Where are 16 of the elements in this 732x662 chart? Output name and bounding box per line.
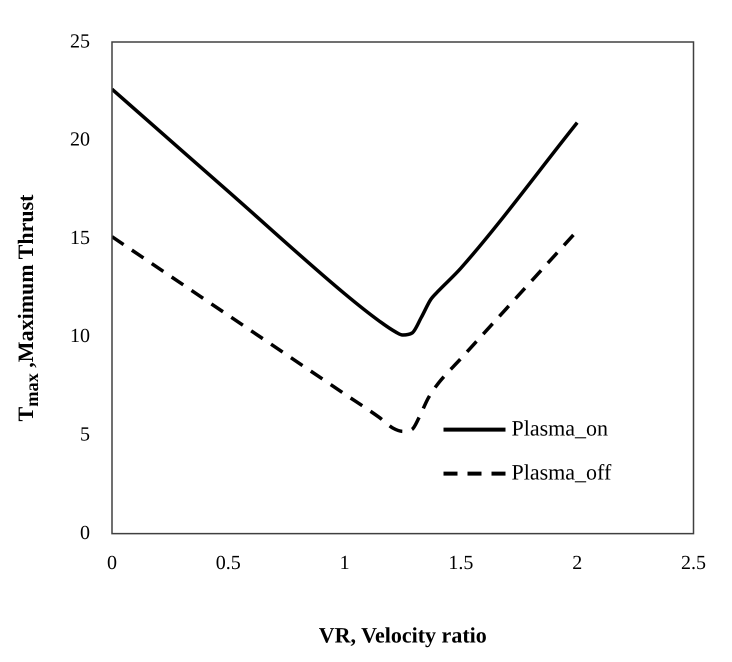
x-tick-label: 0.5 bbox=[216, 552, 241, 574]
x-tick-label: 1 bbox=[340, 552, 350, 574]
y-tick-label: 10 bbox=[70, 325, 90, 348]
legend-label: Plasma_on bbox=[512, 415, 608, 440]
x-tick-label: 2.5 bbox=[681, 552, 706, 574]
x-axis-title: VR, Velocity ratio bbox=[318, 622, 487, 648]
y-tick-label: 15 bbox=[70, 226, 90, 249]
line-series bbox=[112, 87, 579, 337]
x-tick-label: 1.5 bbox=[448, 552, 474, 574]
y-tick-label: 5 bbox=[80, 424, 90, 446]
y-tick-label: 25 bbox=[70, 30, 90, 52]
legend-label: Plasma_off bbox=[512, 459, 612, 484]
x-tick-label: 2 bbox=[572, 552, 582, 574]
y-tick-label: 20 bbox=[70, 128, 90, 151]
y-tick-label: 0 bbox=[80, 522, 90, 544]
x-tick-label: 0 bbox=[107, 552, 117, 574]
